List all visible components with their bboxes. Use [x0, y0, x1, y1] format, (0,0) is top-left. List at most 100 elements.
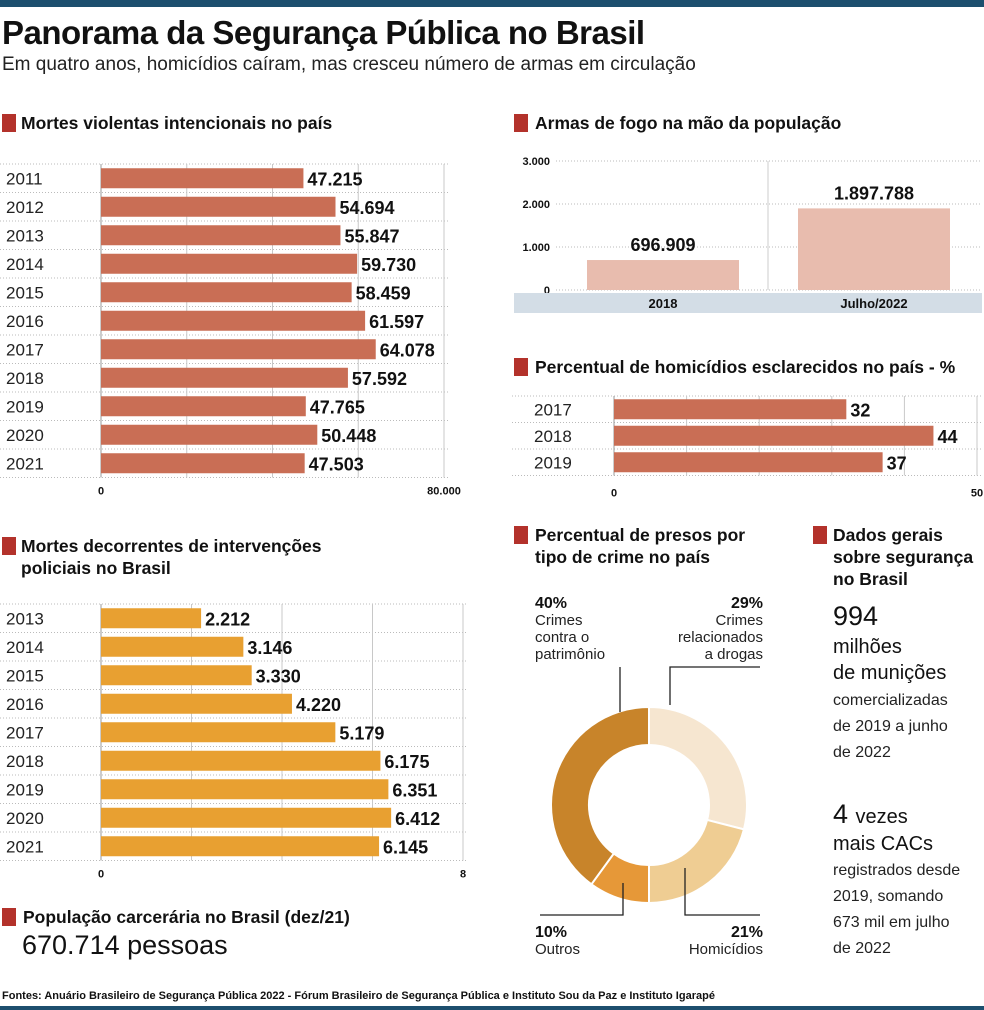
- value-label: 64.078: [380, 340, 435, 360]
- value-label: 3.146: [247, 638, 292, 658]
- value-label: 59.730: [361, 255, 416, 275]
- section-title-line: sobre segurança: [833, 547, 974, 567]
- category-label: 2019: [6, 397, 44, 416]
- municoes-unit-line: milhões: [833, 636, 902, 658]
- cacs-desc-line: registrados desde: [833, 862, 961, 879]
- cacs-desc-line: 673 mil em julho: [833, 914, 950, 931]
- category-label: 2014: [6, 255, 44, 274]
- y-tick-label: 1.000: [522, 242, 550, 254]
- top-rule: [0, 0, 984, 7]
- value-label: 1.897.788: [834, 183, 914, 203]
- bar: [101, 225, 341, 246]
- section-title-mortes-violentas: Mortes violentas intencionais no país: [21, 113, 333, 133]
- bar: [101, 310, 366, 331]
- cacs-desc-line: de 2022: [833, 940, 891, 957]
- x-tick-label: 50: [971, 488, 983, 500]
- section-title-intervencoes: Mortes decorrentes de intervenções polic…: [21, 535, 322, 579]
- category-label: 2018: [649, 296, 678, 311]
- value-label: 54.694: [340, 198, 395, 218]
- x-tick-label: 0: [98, 869, 104, 881]
- cacs-headline: 4 vezes: [833, 799, 908, 830]
- municoes-desc-line: de 2019 a junho: [833, 718, 948, 735]
- bar: [101, 339, 376, 360]
- category-label: 2018: [6, 369, 44, 388]
- category-label: 2018: [534, 427, 572, 446]
- municoes-number: 994: [833, 601, 879, 631]
- value-label: 37: [887, 453, 907, 473]
- bar: [101, 253, 358, 274]
- bar: [101, 396, 306, 417]
- section-title-line: Percentual de presos por: [535, 525, 746, 545]
- cacs-desc-line: 2019, somando: [833, 888, 944, 905]
- section-marker: [2, 908, 16, 926]
- leader-line-drogas: [669, 666, 760, 705]
- value-label: 696.909: [630, 235, 695, 255]
- donut-slice-patrimonio: [550, 705, 650, 886]
- slice-percent-label: 29%: [731, 595, 763, 612]
- bottom-rule: [0, 1006, 984, 1010]
- section-title-armas: Armas de fogo na mão da população: [535, 113, 842, 133]
- page-title: Panorama da Segurança Pública no Brasil: [2, 14, 645, 51]
- y-tick-label: 3.000: [522, 156, 550, 168]
- bar: [101, 807, 392, 828]
- section-title-line: policiais no Brasil: [21, 558, 171, 578]
- slice-percent-label: 10%: [535, 924, 567, 941]
- bar: [614, 425, 934, 446]
- category-label: 2015: [6, 283, 44, 302]
- slice-percent-label: 21%: [731, 924, 763, 941]
- value-label: 58.459: [356, 283, 411, 303]
- category-label: Julho/2022: [840, 296, 907, 311]
- municoes-unit: milhões de munições: [833, 634, 946, 686]
- slice-name-label: a drogas: [705, 646, 763, 663]
- chart-intervencoes: 2013 2.212 2014 3.146 2015 3.330 2016 4.220 2017…: [0, 603, 468, 881]
- page-subtitle: Em quatro anos, homicídios caíram, mas c…: [2, 54, 696, 75]
- section-marker: [813, 526, 827, 544]
- leader-line-outros: [540, 883, 624, 916]
- leader-line-homicidios: [684, 868, 760, 916]
- section-marker: [2, 114, 16, 132]
- value-label: 6.145: [383, 837, 428, 857]
- chart-mortes-violentas: 2011 47.215 2012 54.694 2013 55.847 2014 59.730…: [0, 163, 461, 498]
- bar: [101, 693, 292, 714]
- category-label: 2017: [534, 400, 572, 419]
- sources-footer: Fontes: Anuário Brasileiro de Segurança …: [2, 990, 715, 1002]
- category-label: 2016: [6, 312, 44, 331]
- populacao-value: 670.714 pessoas: [22, 930, 228, 960]
- section-marker: [514, 358, 528, 376]
- section-marker: [2, 537, 16, 555]
- category-label: 2020: [6, 809, 44, 828]
- category-label: 2019: [534, 453, 572, 472]
- value-label: 5.179: [339, 723, 384, 743]
- value-label: 55.847: [344, 226, 399, 246]
- cacs-unit-2: mais CACs: [833, 833, 934, 855]
- bar: [101, 779, 389, 800]
- bar: [101, 750, 381, 771]
- bar: [101, 636, 244, 657]
- value-label: 47.503: [309, 454, 364, 474]
- section-title-presos: Percentual de presos por tipo de crime n…: [535, 524, 745, 568]
- x-tick-label: 80.000: [427, 486, 461, 498]
- category-label: 2016: [6, 695, 44, 714]
- bar: [101, 665, 252, 686]
- bar: [101, 608, 202, 629]
- x-tick-label: 0: [98, 486, 104, 498]
- category-label: 2013: [6, 609, 44, 628]
- slice-percent-label: 40%: [535, 595, 567, 612]
- cacs-number: 4: [833, 799, 849, 829]
- section-title-line: tipo de crime no país: [535, 547, 711, 567]
- slice-name-label: Homicídios: [689, 941, 763, 958]
- cacs-unit-1: vezes: [855, 806, 908, 828]
- value-label: 50.448: [321, 426, 376, 446]
- category-label: 2017: [6, 340, 44, 359]
- slice-name-label: Crimes: [535, 612, 583, 629]
- chart-esclarecidos: 2017 32 2018 44 2019 37 0 50: [512, 395, 983, 500]
- municoes-desc-line: comercializadas: [833, 692, 948, 709]
- category-label: 2018: [6, 752, 44, 771]
- municoes-desc-line: de 2022: [833, 744, 891, 761]
- value-label: 61.597: [369, 312, 424, 332]
- value-label: 32: [850, 400, 870, 420]
- bar: [101, 282, 352, 303]
- value-label: 2.212: [205, 609, 250, 629]
- category-band: [514, 293, 982, 313]
